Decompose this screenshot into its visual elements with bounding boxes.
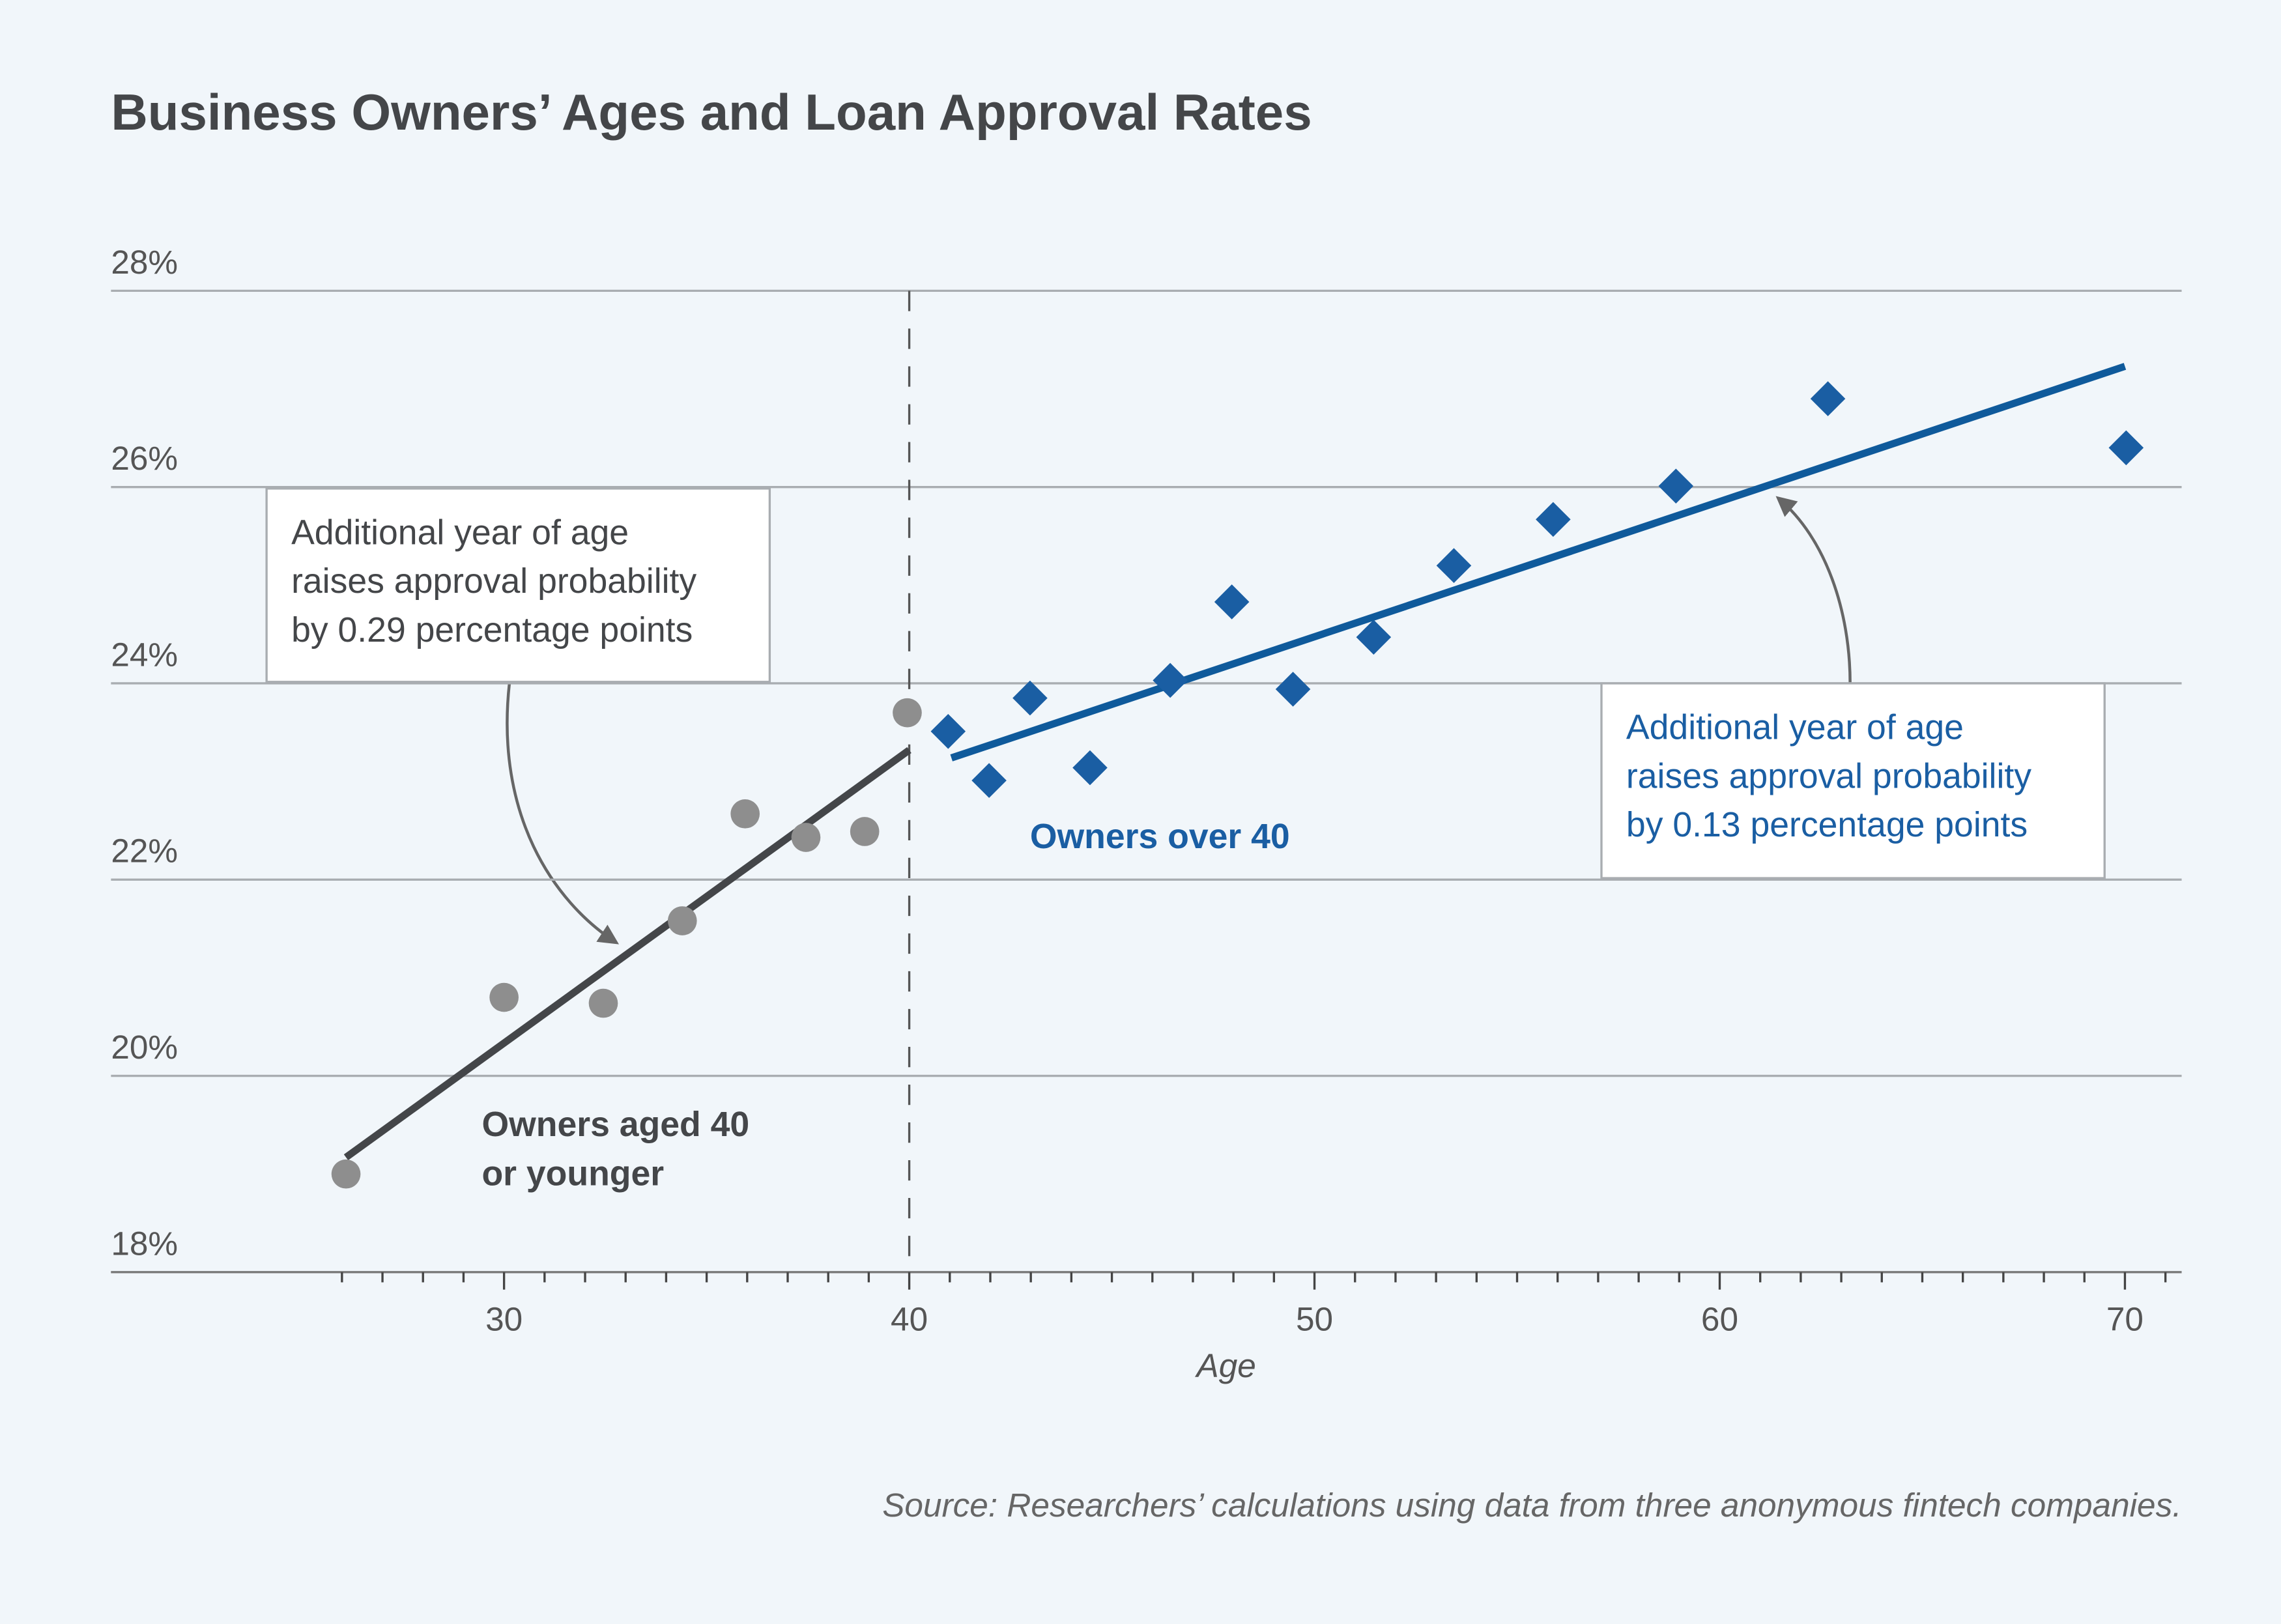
data-point	[1012, 680, 1048, 716]
trend-line	[950, 363, 2127, 762]
data-point	[1072, 750, 1108, 786]
chart-title: Business Owners’ Ages and Loan Approval …	[111, 83, 1312, 141]
data-point	[588, 988, 618, 1018]
annotation-arrow	[1775, 496, 1852, 683]
series-label: Owners over 40	[1030, 818, 1290, 856]
y-tick-label: 28%	[111, 244, 178, 281]
trend-line	[343, 747, 911, 1161]
data-point	[971, 763, 1007, 798]
annotation-box	[1600, 682, 2106, 879]
y-tick-label: 24%	[111, 636, 178, 673]
data-point	[930, 714, 966, 749]
data-point	[331, 1159, 361, 1189]
data-point	[1275, 672, 1311, 707]
annotation-text: Additional year of age	[1626, 709, 1964, 747]
annotation-text: by 0.13 percentage points	[1626, 806, 2028, 844]
series-label: Owners aged 40	[481, 1105, 749, 1144]
annotation-box	[265, 487, 771, 683]
data-point	[791, 823, 821, 852]
y-tick-label: 18%	[111, 1225, 178, 1262]
x-tick-label: 50	[1296, 1300, 1333, 1337]
data-point	[1536, 502, 1571, 537]
annotation-text: Additional year of age	[291, 513, 629, 552]
y-tick-label: 26%	[111, 440, 178, 477]
data-point	[667, 906, 697, 935]
data-point	[1436, 548, 1472, 583]
y-tick-label: 20%	[111, 1029, 178, 1066]
x-tick-label: 70	[2106, 1300, 2144, 1337]
source-note: Source: Researchers’ calculations using …	[882, 1487, 2181, 1524]
data-point	[2108, 430, 2144, 466]
annotation-text: by 0.29 percentage points	[291, 611, 693, 649]
x-tick-label: 60	[1701, 1300, 1738, 1337]
annotation-text: raises approval probability	[291, 562, 696, 601]
data-point	[730, 799, 760, 829]
data-point	[1214, 584, 1250, 620]
x-tick-label: 40	[891, 1300, 928, 1337]
data-point	[489, 982, 519, 1012]
x-axis-label: Age	[1195, 1347, 1256, 1384]
y-tick-label: 22%	[111, 833, 178, 870]
annotation-text: raises approval probability	[1626, 757, 2031, 795]
data-point	[1810, 381, 1846, 416]
annotation-arrow	[506, 683, 620, 945]
data-point	[850, 817, 880, 846]
series-label: or younger	[481, 1155, 664, 1193]
x-tick-label: 30	[485, 1300, 523, 1337]
data-point	[893, 698, 922, 728]
